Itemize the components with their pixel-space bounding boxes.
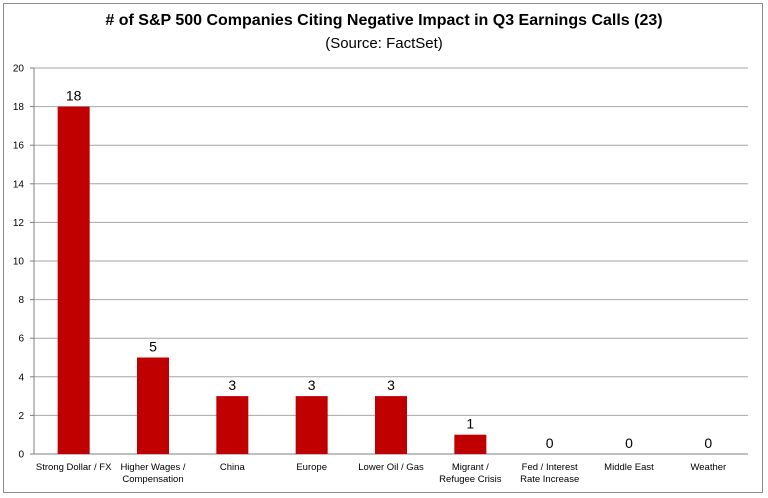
y-tick-label: 6	[18, 334, 24, 345]
data-label: 1	[466, 416, 474, 432]
x-category-label: Fed / Interest Rate Increase	[520, 462, 579, 485]
y-tick-label: 8	[18, 295, 24, 306]
chart-title: # of S&P 500 Companies Citing Negative I…	[105, 12, 663, 29]
y-tick-labels: 0 2 4 6 8 10 12 14 16 18 20	[13, 64, 25, 461]
y-tick-label: 2	[18, 411, 24, 422]
data-label: 3	[308, 377, 316, 393]
y-tick-label: 20	[13, 64, 25, 75]
x-category-labels: Strong Dollar / FX Higher Wages / Compensa…	[36, 462, 726, 485]
x-category-label: Middle East	[604, 462, 654, 473]
data-label: 3	[387, 377, 395, 393]
x-category-label: Weather	[690, 462, 726, 473]
data-label: 3	[228, 377, 236, 393]
x-category-label: Europe	[296, 462, 327, 473]
bar	[375, 396, 407, 454]
y-tick-label: 18	[13, 102, 25, 113]
bar	[295, 396, 328, 454]
data-label: 0	[704, 435, 712, 451]
x-category-label: Higher Wages / Compensation	[120, 462, 185, 485]
gridlines	[34, 67, 748, 416]
data-label: 0	[546, 435, 554, 451]
y-tick-label: 10	[13, 257, 25, 268]
y-tick-label: 0	[18, 450, 24, 461]
bars	[57, 106, 487, 454]
bar	[216, 396, 249, 454]
data-label: 5	[149, 339, 157, 355]
y-tick-label: 16	[13, 141, 25, 152]
y-tick-label: 12	[13, 218, 25, 229]
data-label: 0	[625, 435, 633, 451]
chart-subtitle: (Source: FactSet)	[325, 35, 443, 52]
x-category-label: Lower Oil / Gas	[358, 462, 424, 473]
x-category-label: Strong Dollar / FX	[36, 462, 112, 473]
data-labels: 18 5 3 3 3 1 0 0 0	[66, 88, 713, 451]
bar	[454, 434, 487, 454]
x-category-label: China	[220, 462, 246, 473]
bar	[57, 106, 90, 454]
y-tick-label: 14	[13, 179, 25, 190]
bar	[137, 357, 169, 454]
data-label: 18	[66, 88, 82, 104]
x-category-label: Migrant / Refugee Crisis	[439, 462, 502, 485]
y-tick-label: 4	[18, 372, 24, 383]
